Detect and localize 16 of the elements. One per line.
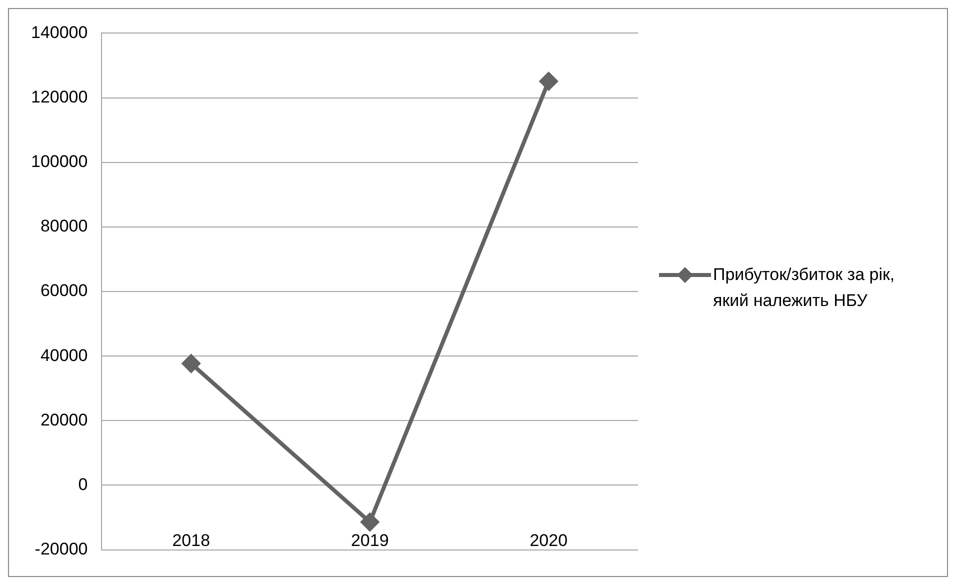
x-tick-label: 2018 — [172, 531, 210, 550]
y-tick-label: 100000 — [30, 152, 88, 172]
y-tick-label: 120000 — [30, 87, 88, 106]
y-tick-label: 60000 — [40, 281, 88, 300]
y-tick-label: 20000 — [40, 410, 88, 430]
y-tick-label: 0 — [78, 474, 88, 494]
point — [182, 354, 200, 372]
point — [540, 72, 558, 90]
y-tick-label: -20000 — [34, 539, 88, 558]
x-tick-label: 2019 — [350, 531, 389, 550]
legend-label: Прибуток/збиток за рік, який належить НБУ — [713, 264, 896, 312]
y-tick-label: 140000 — [30, 22, 88, 42]
y-tick-label: 40000 — [40, 346, 88, 365]
x-tick-label: 2020 — [530, 531, 568, 550]
y-tick-label: 80000 — [40, 216, 88, 236]
point — [360, 513, 379, 532]
